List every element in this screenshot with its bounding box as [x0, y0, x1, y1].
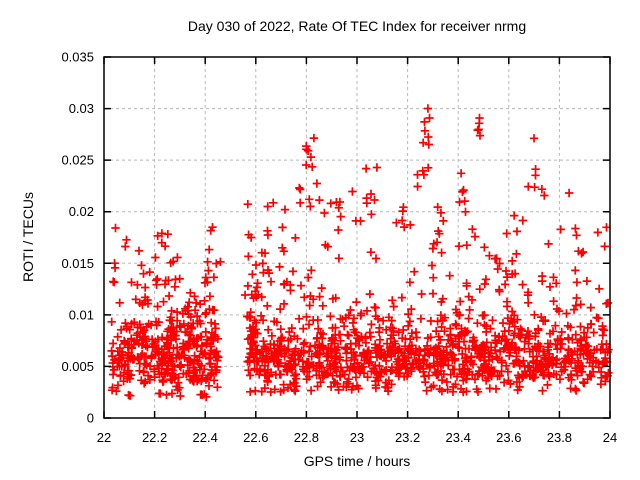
x-tick-label: 23.8 [547, 430, 572, 445]
scatter-points [107, 104, 613, 402]
tick-layer [103, 56, 611, 419]
x-tick-label: 24 [603, 430, 617, 445]
x-tick-label: 23 [350, 430, 364, 445]
points-layer [107, 104, 613, 402]
y-axis-label: ROTI / TECUs [20, 192, 36, 282]
y-tick-label: 0.035 [61, 50, 94, 65]
y-tick-label: 0.005 [61, 359, 94, 374]
x-tick-label: 23.2 [395, 430, 420, 445]
y-tick-label: 0.025 [61, 153, 94, 168]
y-tick-label: 0.015 [61, 256, 94, 271]
y-tick-label: 0.01 [69, 307, 94, 322]
x-tick-label: 22.4 [193, 430, 218, 445]
x-tick-label: 22 [97, 430, 111, 445]
x-tick-label: 22.8 [294, 430, 319, 445]
x-tick-label: 22.6 [243, 430, 268, 445]
y-tick-labels: 0 0.005 0.01 0.015 0.02 0.025 0.03 0.035 [61, 50, 94, 426]
y-tick-label: 0.02 [69, 204, 94, 219]
y-tick-label: 0.03 [69, 101, 94, 116]
x-tick-label: 23.4 [446, 430, 471, 445]
x-tick-label: 23.6 [496, 430, 521, 445]
y-tick-label: 0 [87, 411, 94, 426]
x-axis-label: GPS time / hours [304, 453, 411, 469]
chart-title: Day 030 of 2022, Rate Of TEC Index for r… [188, 18, 526, 34]
x-tick-label: 22.2 [142, 430, 167, 445]
x-tick-labels: 22 22.2 22.4 22.6 22.8 23 23.2 23.4 23.6 23.8 24 [97, 430, 617, 445]
